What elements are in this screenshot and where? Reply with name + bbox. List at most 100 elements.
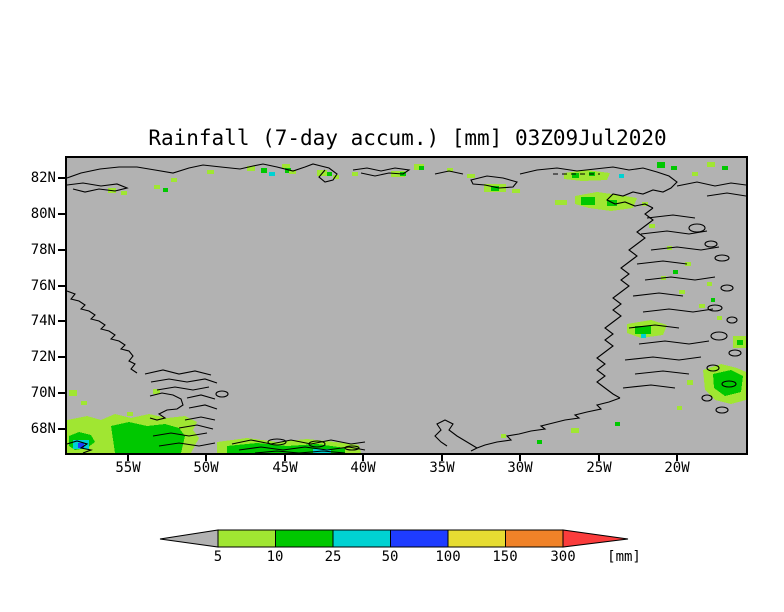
rain-patch-rain_10_25: [111, 422, 185, 453]
rain-patch-rain_5_10: [153, 389, 160, 394]
x-axis-tick-label: 35W: [429, 460, 455, 476]
rain-patch-rain_10_25: [285, 168, 291, 173]
island-outline: [308, 440, 326, 448]
colorbar-segment: [217, 529, 276, 548]
coastline-path: [238, 446, 366, 451]
y-axis-tick-label: 74N: [30, 313, 56, 329]
colorbar-overflow-arrow: [562, 529, 629, 548]
coastline-path: [632, 292, 684, 297]
rain-patch-rain_5_10: [555, 200, 567, 205]
coastline-path: [144, 369, 212, 376]
coastline-path: [156, 386, 210, 391]
colorbar-level-label: 10: [266, 549, 284, 565]
x-tick-mark: [284, 455, 286, 461]
y-tick-mark: [58, 356, 65, 358]
rain-patch-rain_5_10: [127, 412, 133, 416]
y-axis-tick-label: 72N: [30, 349, 56, 365]
rain-patch-rain_5_10: [575, 192, 637, 211]
coastline-path: [596, 207, 654, 399]
rain-patch-rain_10_25: [615, 422, 620, 426]
x-axis-tick-label: 50W: [193, 460, 219, 476]
rain-patch-rain_5_10: [171, 178, 177, 182]
island-outline: [715, 406, 729, 414]
rain-patch-rain_5_10: [501, 434, 506, 438]
rain-patch-rain_5_10: [699, 304, 705, 308]
coastline-path: [434, 170, 464, 175]
coastline-path: [352, 167, 411, 177]
coastline-path: [178, 424, 214, 430]
rain-patch-rain_5_10: [649, 224, 655, 228]
rain-patch-rain_10_25: [671, 166, 677, 170]
coastline-path: [638, 340, 710, 345]
x-axis-tick-label: 25W: [586, 460, 612, 476]
y-tick-mark: [58, 285, 65, 287]
rain-patch-rain_5_10: [707, 282, 712, 286]
coastline-path: [150, 378, 218, 384]
coastline-path: [231, 439, 366, 445]
rain-patch-rain_5_10: [352, 172, 358, 176]
x-tick-mark: [676, 455, 678, 461]
colorbar-underflow-arrow: [159, 529, 219, 548]
island-outline: [701, 394, 713, 402]
coastline-path: [434, 419, 478, 449]
y-axis-tick-label: 82N: [30, 170, 56, 186]
colorbar-level-label: 300: [550, 549, 576, 565]
y-tick-mark: [58, 213, 65, 215]
coastline-path: [67, 182, 129, 193]
island-outline: [714, 254, 730, 262]
rain-patch-rain_5_10: [707, 162, 715, 167]
rain-patch-rain_5_10: [69, 390, 77, 396]
island-outline: [720, 284, 734, 292]
rain-patch-rain_5_10: [289, 170, 296, 174]
rain-patch-rain_5_10: [571, 428, 579, 433]
coastline-path: [519, 166, 678, 209]
map-canvas: [67, 158, 746, 453]
island-outline: [688, 223, 706, 233]
coastline-path: [646, 214, 696, 219]
rain-patch-rain_10_25: [711, 298, 715, 302]
colorbar: [159, 529, 629, 548]
y-tick-mark: [58, 428, 65, 430]
rain-patch-rain_5_10: [687, 380, 693, 385]
rain-patch-rain_10_25: [491, 186, 499, 191]
y-tick-mark: [58, 320, 65, 322]
y-axis-tick-label: 80N: [30, 206, 56, 222]
coastline-path: [706, 192, 746, 197]
rain-patch-rain_5_10: [207, 170, 214, 174]
x-tick-mark: [127, 455, 129, 461]
rain-patch-rain_10_25: [163, 188, 168, 192]
coastline-path: [470, 175, 518, 189]
rain-patch-rain_5_10: [564, 170, 610, 181]
coastline-path: [67, 440, 93, 453]
colorbar-segment: [390, 529, 449, 548]
rain-patch-rain_5_10: [247, 166, 255, 171]
rain-patch-rain_5_10: [677, 406, 682, 410]
x-axis-tick-label: 20W: [664, 460, 690, 476]
colorbar-level-label: 150: [492, 549, 518, 565]
map-plot-area: [65, 156, 748, 455]
rain-patch-rain_5_10: [333, 175, 339, 179]
rain-patch-rain_5_10: [179, 420, 188, 425]
rain-patch-rain_5_10: [121, 191, 127, 195]
rain-patch-rain_5_10: [692, 172, 698, 176]
colorbar-segment: [505, 529, 564, 548]
island-outline: [707, 304, 723, 312]
coastline-path: [158, 442, 216, 447]
coastline-path: [642, 308, 714, 313]
colorbar-segment: [275, 529, 334, 548]
island-outline: [721, 380, 737, 388]
island-outline: [704, 240, 718, 248]
coastline-layer: [67, 163, 746, 453]
colorbar-level-label: 5: [213, 549, 223, 565]
island-outline: [706, 364, 720, 372]
coastline-path: [470, 397, 621, 452]
colorbar-level-label: 25: [324, 549, 342, 565]
island-outline: [710, 331, 728, 341]
rain-patch-rain_25_50: [269, 172, 275, 176]
rain-patch-rain_10_25: [419, 166, 424, 170]
coastline-path: [622, 384, 676, 389]
rain-patch-rain_10_25: [713, 370, 743, 396]
y-tick-mark: [58, 249, 65, 251]
rain-patch-rain_10_25: [537, 440, 542, 444]
